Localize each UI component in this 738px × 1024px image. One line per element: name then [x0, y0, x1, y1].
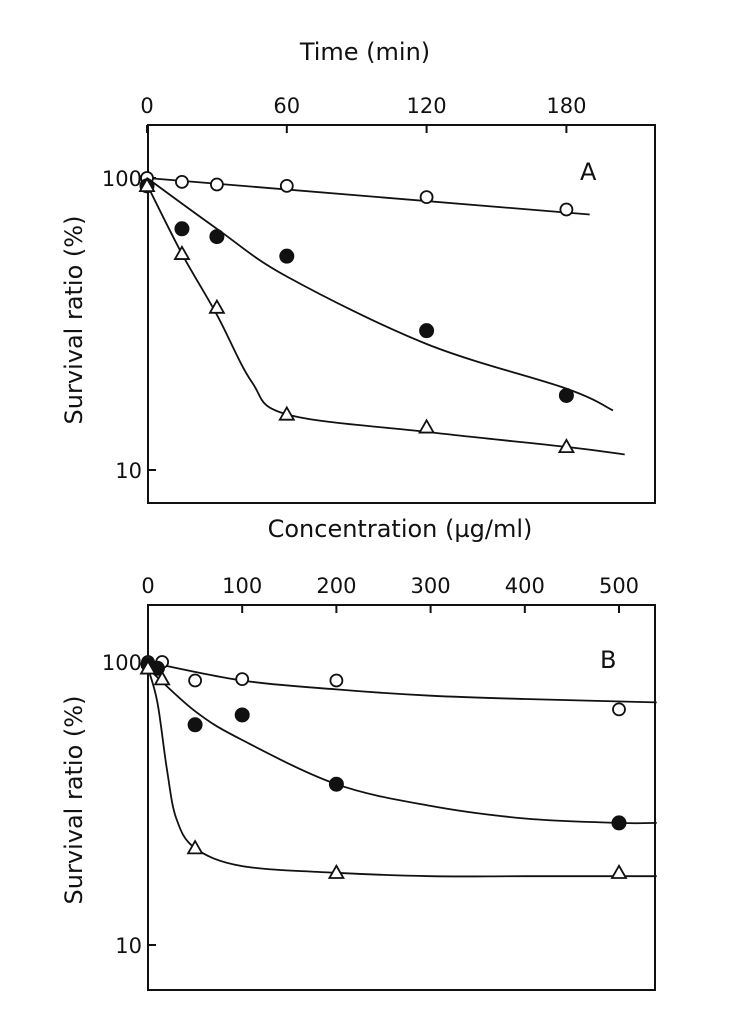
point-open-circle-b: [188, 673, 203, 688]
plot-frame-b: [147, 604, 656, 991]
x-tick-label-b: 400: [505, 574, 545, 598]
point-open-triangle-a: [418, 418, 436, 434]
point-filled-circle-a: [174, 221, 190, 237]
x-axis-title-a: Time (min): [299, 38, 430, 66]
series-curve-filled-circle-a: [146, 177, 614, 412]
point-open-circle-b: [329, 673, 344, 688]
point-open-triangle-b: [327, 863, 345, 879]
series-curve-open-triangle-b: [147, 668, 657, 878]
series-curve-filled-circle-b: [147, 667, 657, 825]
point-filled-circle-b: [234, 707, 250, 723]
x-tick-label-a: 60: [273, 94, 300, 118]
point-filled-circle-a: [558, 387, 574, 403]
point-open-triangle-b: [153, 670, 171, 686]
point-open-triangle-b: [139, 659, 157, 675]
point-open-circle-a: [559, 202, 574, 217]
point-open-circle-b: [235, 672, 250, 687]
point-filled-circle-b: [611, 815, 627, 831]
x-tick-label-b: 300: [411, 574, 451, 598]
point-filled-circle-a: [209, 229, 225, 245]
point-open-circle-a: [209, 177, 224, 192]
y-axis-title-a: Survival ratio (%): [60, 216, 88, 425]
x-tick-label-b: 200: [316, 574, 356, 598]
x-tick-label-a: 0: [140, 94, 153, 118]
x-tick-label-b: 100: [222, 574, 262, 598]
point-open-triangle-b: [610, 863, 628, 879]
series-curve-open-circle-b: [147, 661, 657, 704]
plot-frame-a: [147, 124, 656, 504]
x-tick-label-b: 500: [599, 574, 639, 598]
y-tick-label-b: 10: [115, 934, 142, 958]
point-open-triangle-a: [278, 405, 296, 421]
point-filled-circle-b: [328, 776, 344, 792]
x-axis-title-b: Concentration (µg/ml): [268, 515, 533, 543]
x-tick-label-a: 120: [407, 94, 447, 118]
point-open-triangle-a: [557, 438, 575, 454]
point-open-triangle-a: [138, 177, 156, 192]
point-open-circle-a: [419, 190, 434, 205]
panel-label-a: A: [580, 158, 597, 186]
series-curve-open-triangle-a: [146, 184, 625, 456]
point-open-triangle-a: [173, 244, 191, 260]
point-open-circle-a: [279, 178, 294, 193]
y-tick-label-a: 100: [102, 167, 142, 191]
y-tick-label-b: 100: [102, 651, 142, 675]
x-tick-label-a: 180: [546, 94, 586, 118]
point-open-triangle-b: [186, 839, 204, 855]
panel-b: Concentration (µg/ml) Survival ratio (%)…: [60, 515, 657, 991]
x-tick-label-b: 0: [141, 574, 154, 598]
panel-a: Time (min) Survival ratio (%) A 0 60 120 18…: [60, 38, 656, 504]
y-axis-title-b: Survival ratio (%): [60, 696, 88, 905]
y-tick-label-a: 10: [115, 459, 142, 483]
point-filled-circle-a: [279, 248, 295, 264]
point-filled-circle-a: [419, 323, 435, 339]
point-open-triangle-a: [208, 298, 226, 314]
point-open-circle-a: [175, 174, 189, 189]
point-open-circle-b: [612, 702, 626, 717]
point-filled-circle-b: [187, 717, 203, 733]
panel-label-b: B: [600, 646, 616, 674]
